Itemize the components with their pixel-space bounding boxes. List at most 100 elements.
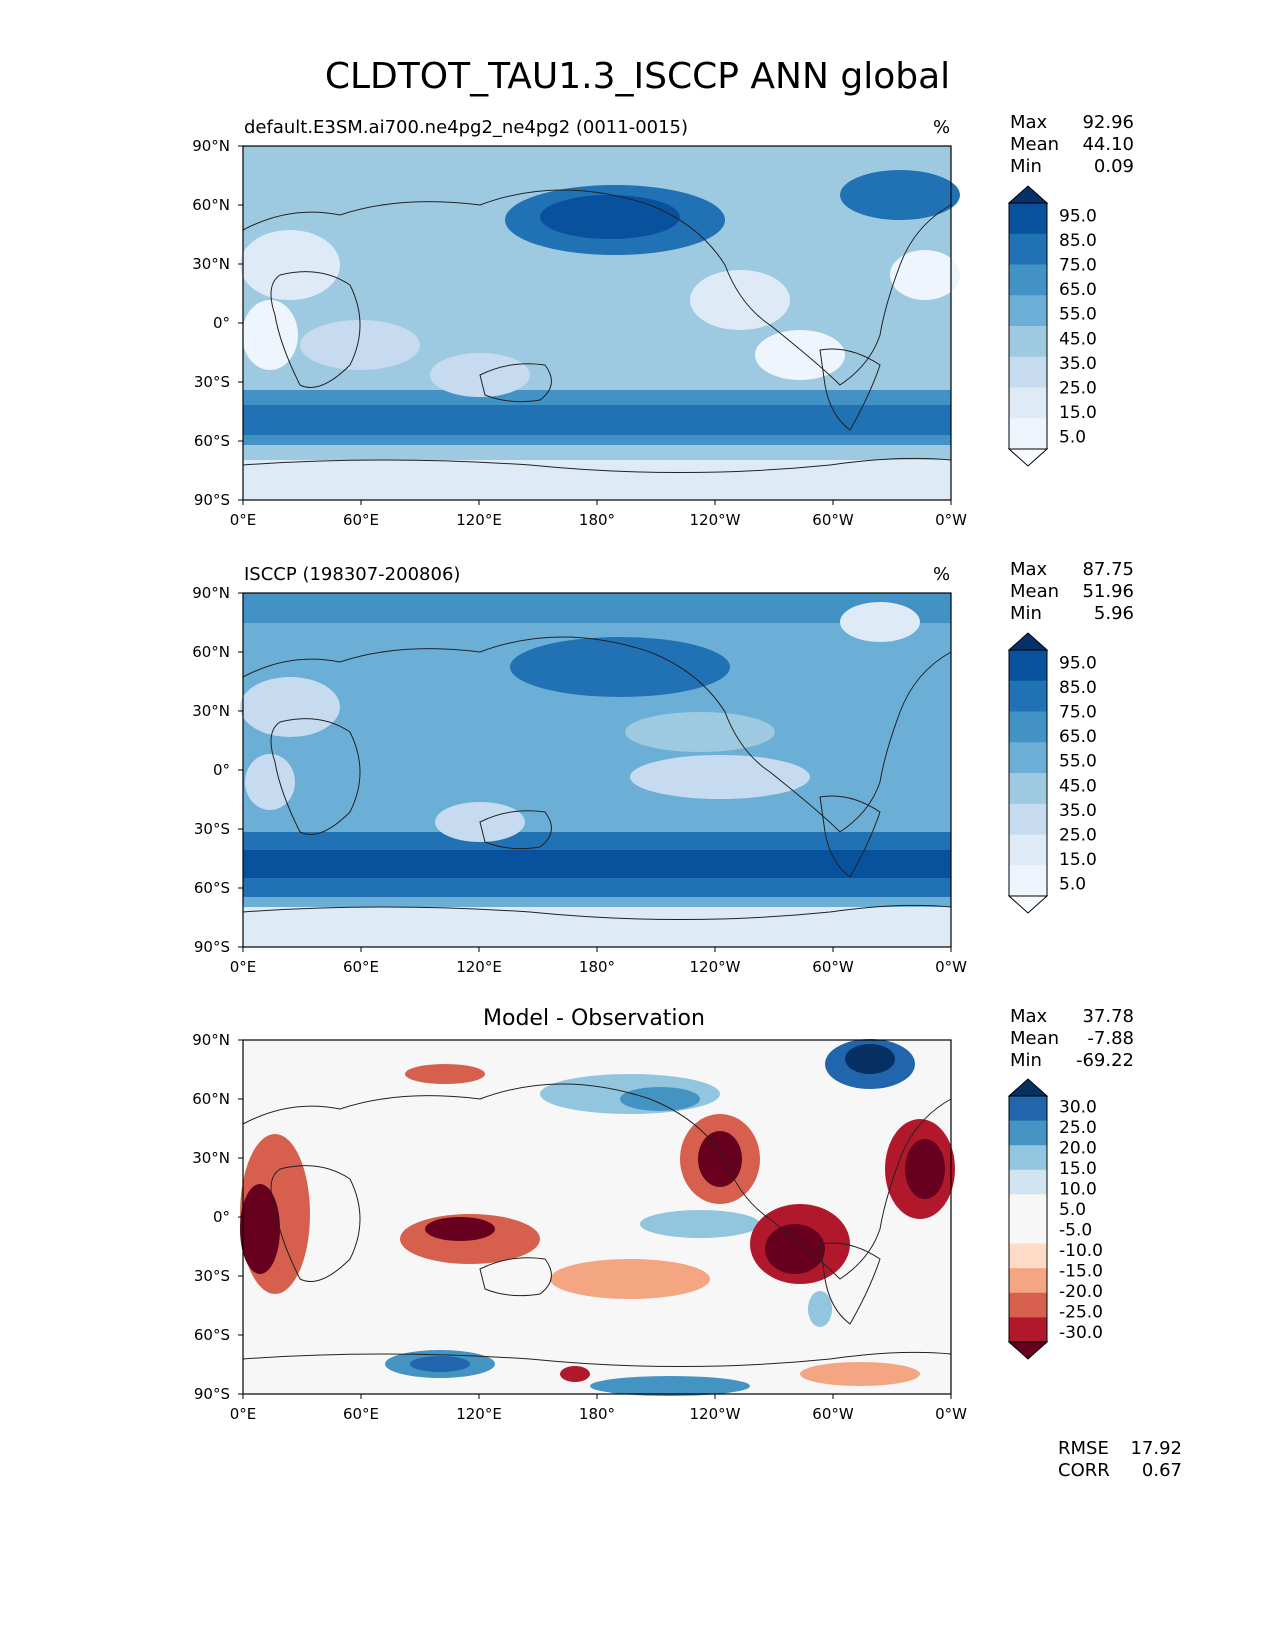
lat-tick: 90°S: [194, 491, 230, 509]
colorbar-tick-label: 75.0: [1059, 703, 1097, 723]
lon-tick: 180°: [579, 958, 615, 976]
colorbar-extend-bottom: [1008, 1341, 1049, 1360]
lon-tick: 120°W: [690, 958, 741, 976]
panel-diff-title: Model - Observation: [483, 1006, 705, 1031]
colorbar-tick-label: 55.0: [1059, 752, 1097, 772]
colorbar-tick-label: 25.0: [1059, 826, 1097, 846]
lat-tick: 60°S: [194, 432, 230, 450]
lat-tick: 30°N: [192, 702, 230, 720]
lon-tick: 60°W: [812, 1405, 854, 1423]
lat-tick: 30°S: [194, 1267, 230, 1285]
colorbar-extend-top: [1008, 185, 1049, 204]
lon-tick: 60°E: [343, 958, 379, 976]
lat-tick: 30°N: [192, 255, 230, 273]
colorbar-tick-label: 65.0: [1059, 727, 1097, 747]
colorbar-extend-bottom: [1008, 448, 1049, 467]
colorbar-swatch: [1009, 387, 1047, 419]
colorbar-tick-label: 15.0: [1059, 403, 1097, 423]
lon-tick: 60°W: [812, 511, 854, 529]
lon-tick: 120°W: [690, 511, 741, 529]
colorbar-tick-label: 85.0: [1059, 231, 1097, 251]
colorbar-swatch: [1009, 680, 1047, 712]
colorbar-swatch: [1009, 650, 1047, 682]
diff-metrics: RMSE 17.92 CORR 0.67: [1058, 1438, 1182, 1481]
colorbar-swatch: [1009, 1268, 1047, 1294]
colorbar-tick-label: 5.0: [1059, 875, 1086, 895]
colorbar-tick-label: -10.0: [1059, 1241, 1103, 1261]
colorbar-swatch: [1009, 418, 1047, 450]
colorbar-tick-label: 65.0: [1059, 280, 1097, 300]
lat-tick: 0°: [213, 761, 230, 779]
lat-tick: 90°S: [194, 938, 230, 956]
colorbar-tick-label: 25.0: [1059, 379, 1097, 399]
lat-tick: 30°S: [194, 820, 230, 838]
lat-tick: 90°N: [192, 584, 230, 602]
lon-tick: 0°W: [935, 1405, 967, 1423]
colorbar-swatch: [1009, 264, 1047, 296]
panel-ref-map: 90°N 60°N 30°N 0° 30°S 60°S 90°S 0°E 60°…: [192, 584, 967, 976]
lon-tick: 180°: [579, 1405, 615, 1423]
colorbar-tick-label: 15.0: [1059, 850, 1097, 870]
colorbar-tick-label: -20.0: [1059, 1282, 1103, 1302]
colorbar-tick-label: 30.0: [1059, 1097, 1097, 1117]
panel-test-colorbar: 95.0 85.0 75.0 65.0 55.0 45.0 35.0 25.0 15.0 5.0: [1008, 185, 1097, 467]
colorbar-tick-label: 75.0: [1059, 256, 1097, 276]
lon-tick: 0°W: [935, 958, 967, 976]
panel-test-units: %: [933, 117, 951, 138]
panel-test-map: 90°N 60°N 30°N 0° 30°S 60°S 90°S 0°E 60°…: [192, 137, 967, 529]
colorbar-frame: [1008, 649, 1048, 897]
colorbar-swatch: [1009, 1145, 1047, 1171]
panel-test-stats: Max 92.96 Mean 44.10 Min 0.09: [1010, 112, 1134, 177]
colorbar-tick-label: 10.0: [1059, 1179, 1097, 1199]
panel-ref-title: ISCCP (198307-200806): [244, 564, 461, 585]
colorbar-swatch: [1009, 1219, 1047, 1245]
colorbar-swatch: [1009, 1194, 1047, 1220]
colorbar-tick-label: 45.0: [1059, 329, 1097, 349]
colorbar-extend-top: [1008, 632, 1049, 651]
colorbar-swatch: [1009, 1120, 1047, 1146]
colorbar-tick-label: 95.0: [1059, 206, 1097, 226]
lat-tick: 0°: [213, 1208, 230, 1226]
lat-tick: 30°N: [192, 1149, 230, 1167]
colorbar-frame: [1008, 1095, 1048, 1343]
colorbar-tick-label: 25.0: [1059, 1118, 1097, 1138]
lon-tick: 0°E: [230, 511, 257, 529]
colorbar-swatch: [1009, 326, 1047, 358]
colorbar-tick-label: 20.0: [1059, 1138, 1097, 1158]
panel-ref-units: %: [933, 564, 951, 585]
colorbar-swatch: [1009, 773, 1047, 805]
colorbar-tick-label: 5.0: [1059, 1200, 1086, 1220]
panel-diff-colorbar: 30.025.020.015.010.05.0-5.0-10.0-15.0-20…: [1008, 1078, 1103, 1360]
colorbar-extend-bottom: [1008, 895, 1049, 914]
colorbar-swatch: [1009, 803, 1047, 835]
lat-tick: 0°: [213, 314, 230, 332]
lat-tick: 60°N: [192, 1090, 230, 1108]
colorbar-tick-label: 85.0: [1059, 678, 1097, 698]
lon-tick: 0°E: [230, 1405, 257, 1423]
colorbar-swatch: [1009, 834, 1047, 866]
lat-tick: 60°N: [192, 196, 230, 214]
lon-tick: 60°W: [812, 958, 854, 976]
colorbar-swatch: [1009, 1096, 1047, 1122]
panel-diff-map: 90°N 60°N 30°N 0° 30°S 60°S 90°S 0°E 60°…: [192, 1031, 967, 1423]
colorbar-tick-label: 5.0: [1059, 428, 1086, 448]
colorbar-swatch: [1009, 742, 1047, 774]
lat-tick: 60°S: [194, 1326, 230, 1344]
colorbar-tick-label: 35.0: [1059, 354, 1097, 374]
colorbar-swatch: [1009, 356, 1047, 388]
colorbar-swatch: [1009, 295, 1047, 327]
colorbar-tick-label: -30.0: [1059, 1323, 1103, 1343]
lat-tick: 60°N: [192, 643, 230, 661]
figure-title: CLDTOT_TAU1.3_ISCCP ANN global: [324, 56, 951, 97]
lon-tick: 180°: [579, 511, 615, 529]
colorbar-swatch: [1009, 1169, 1047, 1195]
lat-tick: 30°S: [194, 373, 230, 391]
colorbar-frame: [1008, 202, 1048, 450]
lat-tick: 60°S: [194, 879, 230, 897]
colorbar-swatch: [1009, 203, 1047, 235]
colorbar-swatch: [1009, 711, 1047, 743]
colorbar-swatch: [1009, 865, 1047, 897]
lat-tick: 90°N: [192, 137, 230, 155]
lon-tick: 120°E: [456, 511, 502, 529]
colorbar-tick-label: 55.0: [1059, 305, 1097, 325]
